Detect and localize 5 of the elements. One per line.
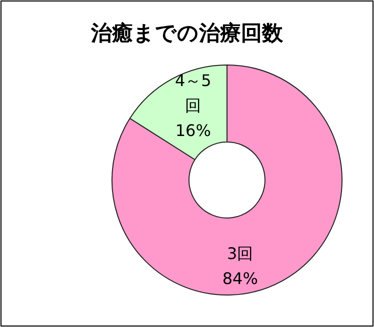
slice-label: 3回 — [227, 244, 254, 263]
data-label: 16% — [175, 120, 211, 140]
chart-title: 治癒までの治療回数 — [90, 21, 284, 45]
slice-label: 4～5回 — [174, 70, 212, 115]
data-label: 84% — [222, 268, 258, 288]
